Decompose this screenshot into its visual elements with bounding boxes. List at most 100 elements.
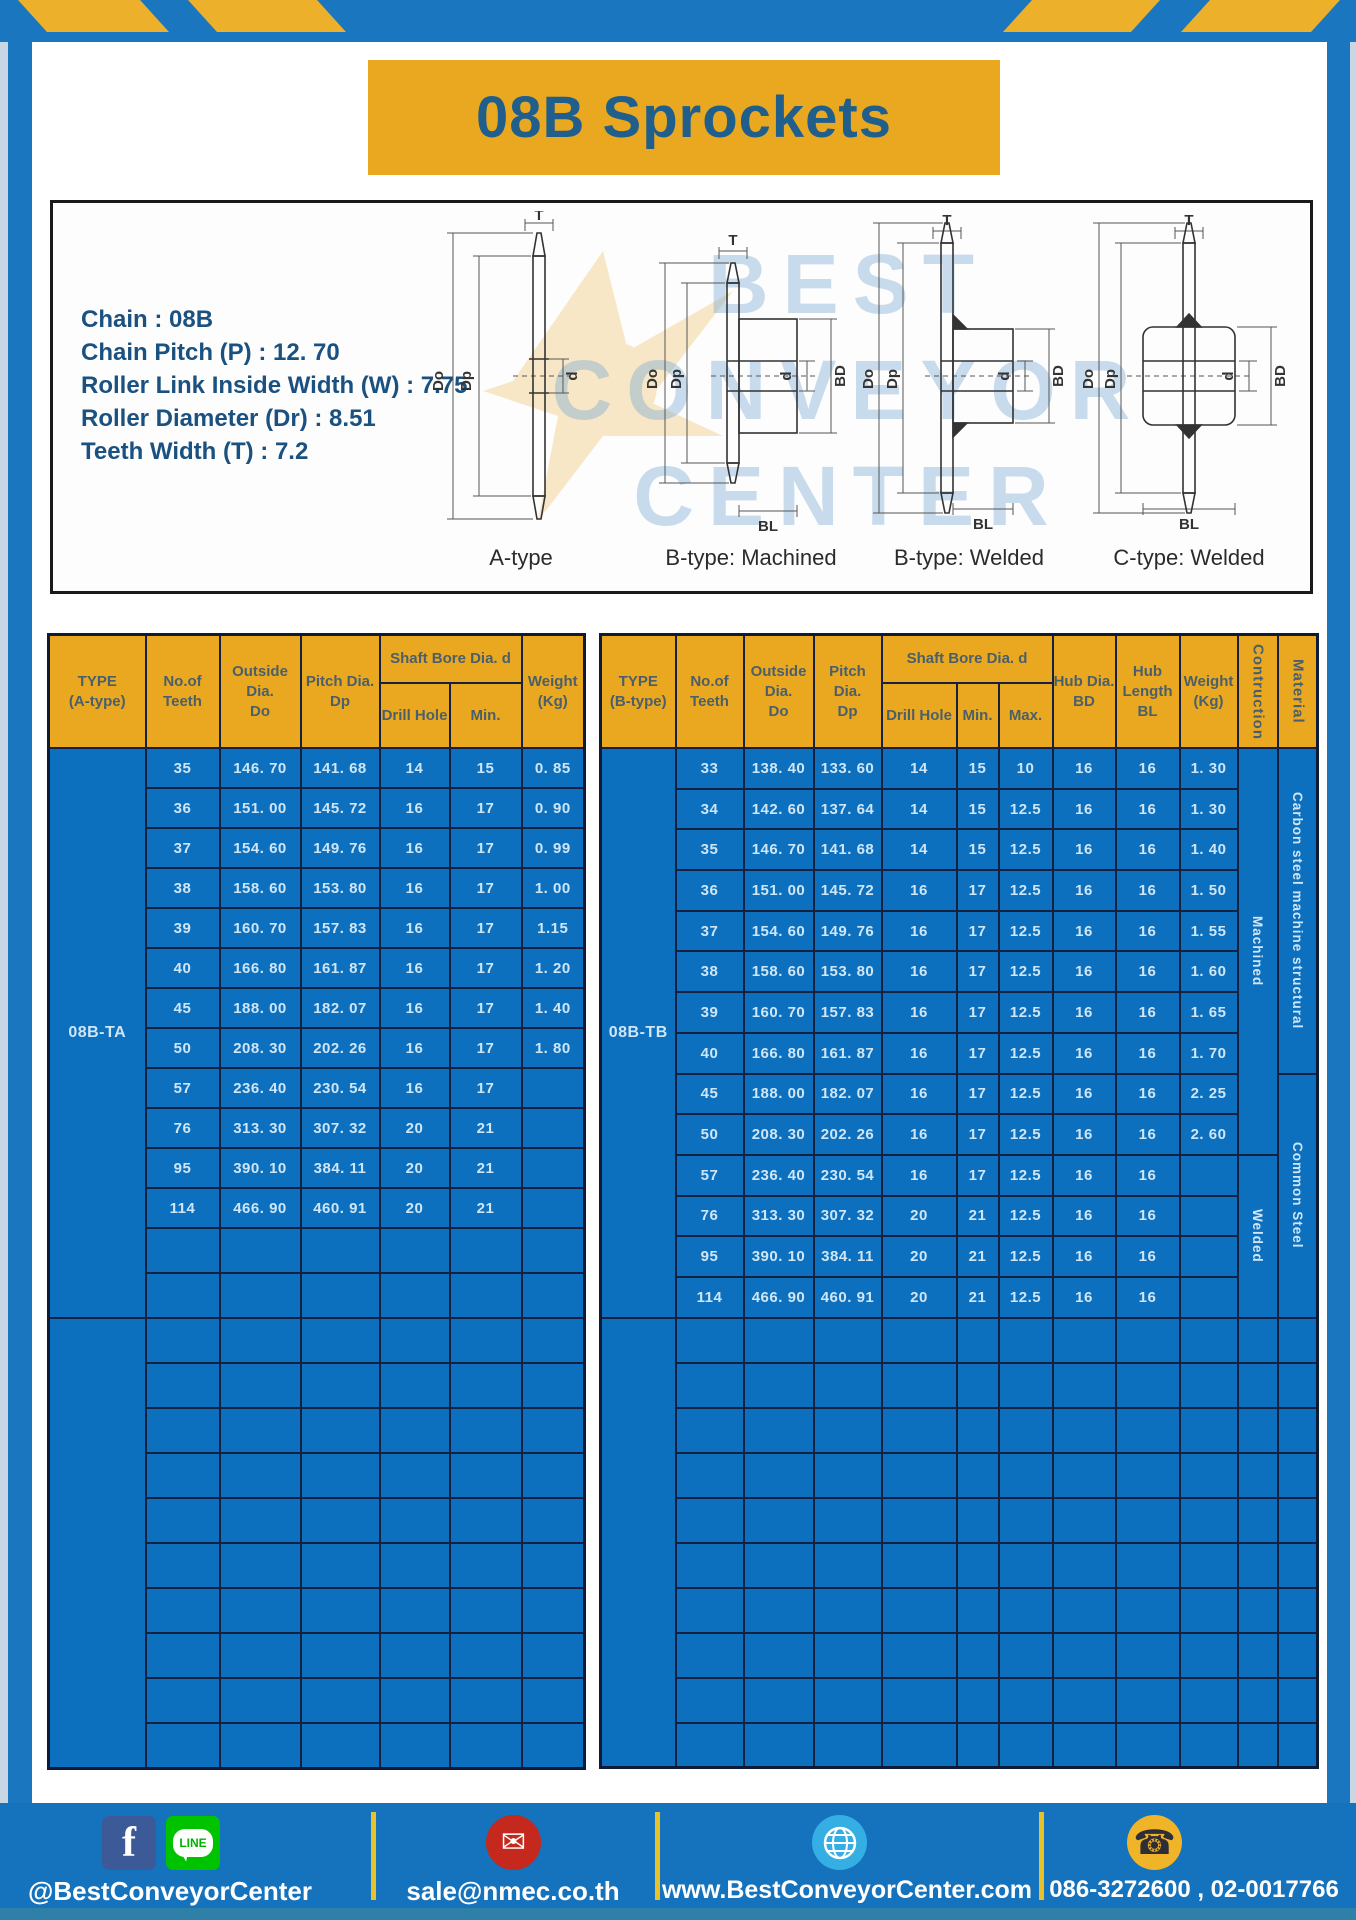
table-cell [1114,1406,1181,1454]
table-cell [1236,1541,1279,1589]
table-cell [1051,1586,1117,1634]
table-cell [218,1632,302,1679]
table-cell: 12.5 [997,1113,1054,1156]
table-cell: 15 [955,747,1000,790]
table-cell [1276,1586,1319,1634]
footer-bottom-strip [0,1908,1356,1920]
table-row: 36 151. 00 145. 72 16 17 12.5 16 16 1. 50 [601,869,1318,912]
table-cell [1051,1496,1117,1544]
table-cell [955,1676,1000,1724]
col-header-pitch-dia: Pitch Dia. Dp [299,633,381,749]
table-cell: 1. 70 [1178,1031,1239,1075]
table-cell [1114,1451,1181,1499]
table-cell: 16 [1114,1072,1181,1116]
table-cell: 17 [955,950,1000,994]
table-cell [1236,1676,1279,1724]
table-cell [299,1362,381,1409]
table-cell: 307. 32 [299,1107,381,1149]
svg-text:BL: BL [973,516,993,533]
table-cell: 12.5 [997,828,1054,872]
table-cell: 16 [1051,1113,1117,1156]
table-cell [378,1452,451,1499]
table-cell: 38 [674,950,745,994]
website-globe-icon [812,1815,867,1870]
table-cell [1276,1631,1319,1679]
table-cell: 16 [1051,1194,1117,1238]
table-cell: 16 [1114,869,1181,912]
table-cell [144,1317,221,1364]
table-cell: 16 [1051,747,1117,790]
line-app-icon: LINE [166,1816,220,1870]
table-cell [299,1632,381,1679]
table-cell [218,1677,302,1724]
hazard-stripe [1181,0,1340,32]
table-cell: 16 [880,991,958,1034]
hazard-stripe [188,0,346,32]
svg-text:BD: BD [1050,365,1067,387]
table-cell [997,1361,1054,1409]
table-cell [448,1497,523,1544]
table-cell: 182. 07 [812,1072,883,1116]
table-cell: 16 [1051,909,1117,953]
table-cell [520,1362,586,1409]
table-cell: 15 [448,747,523,789]
table-cell [1114,1496,1181,1544]
table-row [49,1542,586,1589]
table-cell [520,1107,586,1149]
table-cell: 188. 00 [218,987,302,1029]
table-cell [1178,1676,1239,1724]
table-cell: 17 [448,987,523,1029]
table-cell: 157. 83 [812,991,883,1034]
table-cell [144,1722,221,1769]
table-cell: 16 [1114,828,1181,872]
diagram-label: B-type: Welded [893,545,1044,570]
table-row [49,1272,586,1319]
type-cell: 08B-TA [47,747,147,1319]
table-cell: 38 [144,867,221,909]
footer-divider [655,1812,660,1900]
table-cell: 12.5 [997,1235,1054,1278]
table-cell: 57 [674,1153,745,1197]
table-cell: 50 [674,1113,745,1156]
table-cell [1178,1235,1239,1278]
table-cell [520,1227,586,1274]
table-cell: 466. 90 [218,1187,302,1229]
table-cell [299,1407,381,1454]
table-row [601,1721,1319,1769]
table-cell: 17 [955,1113,1000,1156]
svg-text:d: d [778,371,795,380]
table-cell [448,1317,523,1364]
svg-text:Do: Do [644,369,661,389]
type-cell [599,1316,677,1769]
table-cell: 149. 76 [299,827,381,869]
a-type-table-body: 08B-TA 35 146. 70 141. 68 14 15 0. 85 36 151. 00… [47,747,586,1769]
table-cell [378,1542,451,1589]
table-cell [299,1722,381,1769]
table-row: 50 208. 30 202. 26 16 17 1. 80 [49,1027,586,1069]
table-cell [955,1631,1000,1679]
table-cell [144,1497,221,1544]
table-cell: 21 [955,1275,1000,1319]
table-cell [812,1721,883,1769]
svg-text:BD: BD [1272,365,1289,387]
diagram-box: BEST CONVEYOR CENTER Chain : 08B Chain P… [50,200,1313,594]
table-cell [1276,1676,1319,1724]
table-row: 57 236. 40 230. 54 16 17 [49,1067,586,1109]
table-cell: 151. 00 [742,869,815,912]
table-cell: 33 [674,747,745,790]
svg-text:BD: BD [832,365,849,387]
table-cell: 1. 20 [520,947,586,989]
phone-icon: ☎ [1127,1815,1182,1870]
table-cell: 208. 30 [742,1113,815,1156]
table-cell: 37 [144,827,221,869]
a-type-table: TYPE (A-type) No.of Teeth Outside Dia. Do Pi… [47,633,587,1770]
table-cell: 2. 25 [1178,1072,1239,1116]
table-cell: 16 [1051,950,1117,994]
table-cell: 21 [448,1187,523,1229]
table-cell: 158. 60 [742,950,815,994]
table-cell [1178,1316,1239,1364]
table-cell [378,1407,451,1454]
table-cell: 16 [378,907,451,949]
table-cell: 133. 60 [812,747,883,790]
table-cell [448,1632,523,1679]
